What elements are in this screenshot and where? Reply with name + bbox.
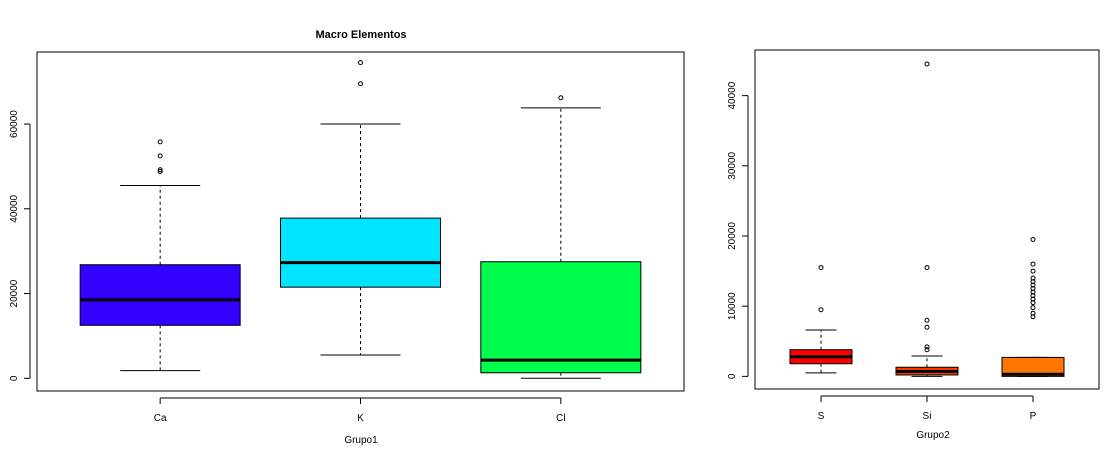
outlier-point [818, 307, 824, 313]
y-tick-label: 10000 [727, 292, 738, 320]
box-k [280, 60, 441, 356]
outlier-point [924, 317, 930, 323]
boxes-1 [79, 60, 642, 379]
outlier-point [1030, 305, 1036, 311]
iqr-box [1001, 356, 1065, 377]
outlier-point [924, 61, 930, 67]
macro-elements-boxplot: Macro Elementos 0 20000 40000 60000 Ca K Cl G… [9, 29, 685, 446]
outlier-point [1030, 261, 1036, 267]
outlier-point [924, 324, 930, 330]
y-tick-label: 40000 [727, 81, 738, 109]
x-axis-label-1: Grupo1 [344, 435, 378, 446]
y-tick-label: 20000 [727, 222, 738, 250]
x-tick-label: Cl [556, 413, 565, 424]
iqr-box [79, 264, 241, 326]
chart-title: Macro Elementos [315, 29, 406, 41]
x-tick-label: Si [923, 411, 932, 422]
y-tick-label: 30000 [727, 151, 738, 179]
outlier-point [558, 95, 564, 101]
outlier-point [157, 153, 163, 159]
y-axis-1: 0 20000 40000 60000 [9, 110, 31, 381]
box-cl [480, 95, 642, 379]
plot-frame-2 [754, 49, 1100, 390]
outlier-point [358, 81, 363, 87]
outlier-point [358, 60, 363, 66]
x-axis-1: Ca K Cl [154, 397, 566, 424]
outlier-point [818, 265, 824, 271]
y-tick-label: 0 [727, 373, 738, 379]
x-axis-2: S Si P [818, 395, 1037, 422]
x-tick-label: P [1030, 411, 1037, 422]
x-tick-label: Ca [154, 413, 167, 424]
outlier-point [924, 347, 930, 353]
outlier-point [1030, 275, 1036, 281]
plot-frame-1 [36, 51, 685, 392]
y-tick-label: 20000 [9, 279, 20, 307]
boxes-2 [789, 61, 1065, 377]
outlier-point [924, 344, 930, 350]
box-s [789, 265, 853, 374]
group2-boxplot: 0 10000 20000 30000 40000 S Si P Grupo2 [727, 49, 1100, 441]
y-tick-label: 60000 [9, 110, 20, 138]
outlier-point [1030, 310, 1036, 316]
outlier-point [157, 139, 163, 145]
iqr-box [280, 217, 441, 288]
outlier-point [1030, 268, 1036, 274]
box-ca [79, 139, 241, 372]
y-axis-2: 0 10000 20000 30000 40000 [727, 81, 749, 379]
x-tick-label: K [357, 413, 364, 424]
outlier-point [157, 167, 163, 173]
x-axis-label-2: Grupo2 [916, 430, 950, 441]
outlier-point [157, 168, 163, 174]
box-si [895, 61, 959, 377]
box-p [1001, 237, 1065, 377]
outlier-point [924, 265, 930, 271]
y-tick-label: 40000 [9, 194, 20, 222]
x-tick-label: S [818, 411, 825, 422]
y-tick-label: 0 [9, 375, 20, 381]
iqr-box [480, 261, 642, 374]
outlier-point [1030, 237, 1036, 243]
